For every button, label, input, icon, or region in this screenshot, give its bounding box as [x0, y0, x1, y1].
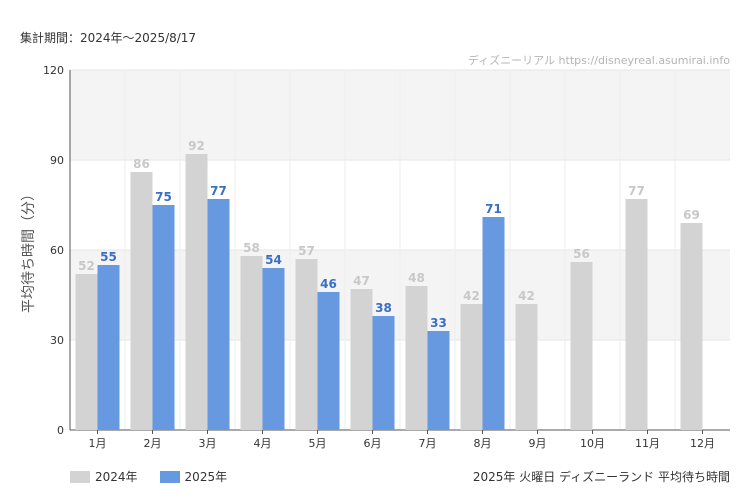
data-label-2024: 56: [573, 247, 590, 261]
legend-label-2024: 2024年: [95, 470, 138, 484]
x-tick-label: 5月: [309, 437, 327, 450]
data-label-2024: 42: [518, 289, 535, 303]
period-label: 集計期間：2024年〜2025/8/17: [20, 31, 197, 45]
data-label-2025: 46: [320, 277, 337, 291]
data-label-2024: 58: [243, 241, 260, 255]
x-tick-label: 10月: [580, 437, 605, 450]
legend-swatch-2024: [70, 470, 90, 483]
bar-2024: [680, 223, 703, 430]
bar-2024: [350, 289, 373, 430]
y-tick-label: 60: [50, 244, 64, 257]
bar-2024: [75, 274, 98, 430]
bar-2024: [460, 304, 483, 430]
y-tick-label: 30: [50, 334, 64, 347]
credit-label: ディズニーリアル https://disneyreal.asumirai.inf…: [467, 54, 730, 67]
data-label-2024: 47: [353, 274, 370, 288]
x-tick-label: 3月: [199, 437, 217, 450]
x-tick-label: 4月: [254, 437, 272, 450]
data-label-2025: 71: [485, 202, 502, 216]
y-tick-label: 90: [50, 154, 64, 167]
y-tick-label: 120: [43, 64, 64, 77]
bar-2024: [515, 304, 538, 430]
bar-2024: [240, 256, 263, 430]
bar-2024: [185, 154, 208, 430]
bar-2025: [262, 268, 285, 430]
bar-2024: [130, 172, 153, 430]
data-label-2025: 75: [155, 190, 172, 204]
x-tick-label: 8月: [474, 437, 492, 450]
x-tick-label: 9月: [529, 437, 547, 450]
legend-swatch-2025: [159, 470, 180, 483]
chart-footer-title: 2025年 火曜日 ディズニーランド 平均待ち時間: [472, 470, 730, 484]
x-tick-label: 6月: [364, 437, 382, 450]
x-tick-label: 1月: [89, 437, 107, 450]
data-label-2024: 86: [133, 157, 150, 171]
data-label-2024: 48: [408, 271, 425, 285]
data-label-2024: 57: [298, 244, 315, 258]
bar-2024: [405, 286, 428, 430]
x-tick-label: 2月: [144, 437, 162, 450]
bar-2025: [427, 331, 450, 430]
data-label-2025: 77: [210, 184, 227, 198]
legend-label-2025: 2025年: [184, 470, 228, 484]
bar-2024: [570, 262, 593, 430]
data-label-2024: 42: [463, 289, 480, 303]
bar-2025: [482, 217, 505, 430]
data-label-2024: 69: [683, 208, 700, 222]
bar-2025: [372, 316, 395, 430]
x-tick-label: 11月: [635, 437, 660, 450]
data-label-2025: 54: [265, 253, 282, 267]
data-label-2024: 92: [188, 139, 205, 153]
bar-2024: [295, 259, 318, 430]
data-label-2025: 33: [430, 316, 447, 330]
y-tick-label: 0: [57, 424, 64, 437]
bar-2025: [152, 205, 175, 430]
bar-2025: [97, 265, 120, 430]
bar-2025: [317, 292, 340, 430]
x-tick-label: 12月: [690, 437, 715, 450]
data-label-2025: 55: [100, 250, 117, 264]
y-axis-title: 平均待ち時間（分）: [21, 187, 37, 313]
data-label-2025: 38: [375, 301, 392, 315]
bar-2025: [207, 199, 230, 430]
data-label-2024: 52: [78, 259, 95, 273]
bar-2024: [625, 199, 648, 430]
data-label-2024: 77: [628, 184, 645, 198]
legend-item-2025[interactable]: 2025年: [159, 468, 228, 485]
legend: 2024年 2025年: [70, 468, 227, 485]
x-tick-label: 7月: [419, 437, 437, 450]
legend-item-2024[interactable]: 2024年: [70, 468, 138, 485]
